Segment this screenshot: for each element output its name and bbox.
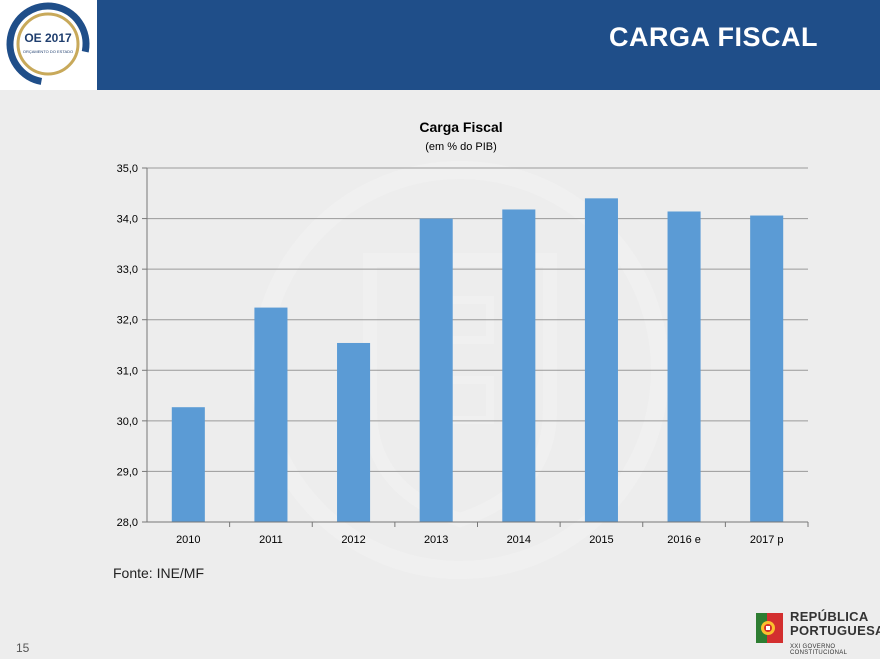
bar-2012 <box>337 342 371 522</box>
y-tick-label: 29,0 <box>117 466 138 478</box>
x-tick-label: 2016 e <box>667 534 701 546</box>
bar-2011 <box>254 307 288 522</box>
y-tick-label: 34,0 <box>117 214 138 226</box>
x-tick-label: 2011 <box>259 534 283 546</box>
header-bar: OE 2017 ORÇAMENTO DO ESTADO CARGA FISCAL <box>0 0 880 90</box>
x-tick-label: 2015 <box>589 534 613 546</box>
x-tick-label: 2017 p <box>750 534 784 546</box>
oe2017-emblem-icon: OE 2017 ORÇAMENTO DO ESTADO <box>6 2 90 86</box>
y-tick-label: 31,0 <box>117 365 138 377</box>
x-tick-label: 2010 <box>176 534 200 546</box>
bar-2013 <box>419 218 453 523</box>
brand-line-2: PORTUGUESA <box>790 623 880 638</box>
brand-line-3: XXI GOVERNO CONSTITUCIONAL <box>790 644 848 656</box>
chart-title: Carga Fiscal <box>419 119 502 135</box>
bar-2017-p <box>750 215 784 522</box>
y-tick-label: 35,0 <box>117 163 138 175</box>
svg-text:ORÇAMENTO DO ESTADO: ORÇAMENTO DO ESTADO <box>23 49 73 54</box>
source-note: Fonte: INE/MF <box>113 565 205 581</box>
chart-subtitle: (em % do PIB) <box>425 141 497 153</box>
bar-2014 <box>502 209 536 522</box>
x-tick-label: 2014 <box>507 534 531 546</box>
x-tick-label: 2012 <box>341 534 365 546</box>
y-tick-label: 33,0 <box>117 264 138 276</box>
oe2017-logo: OE 2017 ORÇAMENTO DO ESTADO <box>0 0 97 90</box>
bar-2016-e <box>667 211 701 522</box>
x-tick-label: 2013 <box>424 534 448 546</box>
bar-2015 <box>584 198 618 523</box>
y-tick-label: 30,0 <box>117 416 138 428</box>
page-number: 15 <box>16 641 30 655</box>
republica-portuguesa-logo-icon <box>756 613 783 643</box>
y-tick-label: 32,0 <box>117 315 138 327</box>
bar-2010 <box>171 407 205 522</box>
svg-text:OE 2017: OE 2017 <box>24 31 72 45</box>
brand-line-1: REPÚBLICA <box>790 609 869 624</box>
page-title: CARGA FISCAL <box>609 22 818 52</box>
y-tick-label: 28,0 <box>117 517 138 529</box>
